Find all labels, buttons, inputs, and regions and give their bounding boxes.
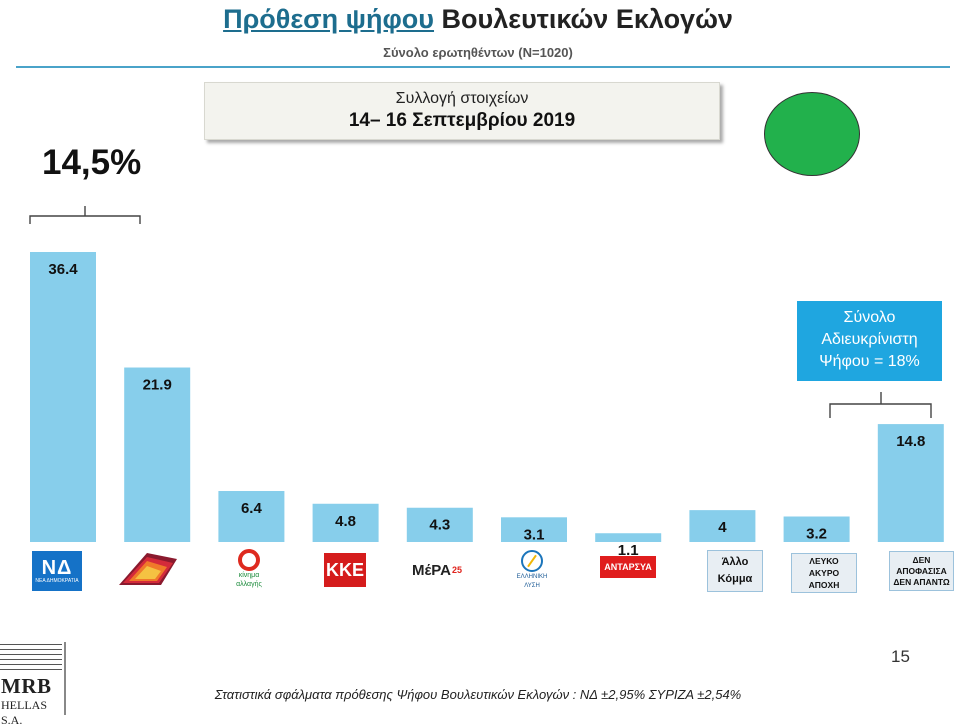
blank-line-1: ΛΕΥΚΟ <box>809 556 839 566</box>
bar-4 <box>312 503 379 542</box>
blank-line-3: ΑΠΟΧΗ <box>808 580 840 590</box>
bar-3 <box>218 491 285 542</box>
collection-label: Συλλογή στοιχείων <box>395 90 529 107</box>
title-highlight: Πρόθεση ψήφου <box>223 4 435 34</box>
compass-icon <box>521 550 543 572</box>
bar-5 <box>406 507 473 542</box>
page-number: 15 <box>891 647 910 666</box>
undecided-line-3: ΔΕΝ ΑΠΑΝΤΩ <box>893 576 950 587</box>
footer-note: Στατιστικά σφάλματα πρόθεσης Ψήφου Βουλε… <box>214 687 742 702</box>
note-line-2: Αδιευκρίνιστη <box>821 331 918 348</box>
elliniki-lysi-logo: ΕΛΛΗΝΙΚΗ ΛΥΣΗ <box>510 547 554 593</box>
undecided-label: ΔΕΝ ΑΠΟΦΑΣΙΣΑ ΔΕΝ ΑΠΑΝΤΩ <box>889 551 954 591</box>
bar-label-7: 1.1 <box>618 542 639 559</box>
bar-label-5: 4.3 <box>429 517 450 534</box>
blank-invalid-label: ΛΕΥΚΟ ΑΚΥΡΟ ΑΠΟΧΗ <box>791 553 857 593</box>
page-subtitle: Σύνολο ερωτηθέντων (Ν=1020) <box>383 45 573 60</box>
bar-label-8: 4 <box>718 519 727 536</box>
other-line-1: Άλλο <box>721 556 749 568</box>
bar-label-1: 36.4 <box>48 261 78 278</box>
rose-icon <box>238 549 260 571</box>
other-line-2: Κόμμα <box>717 573 753 585</box>
collection-box: Συλλογή στοιχείων 14– 16 Σεπτεμβρίου 201… <box>204 82 720 140</box>
mera-text: ΜέΡΑ <box>411 561 451 579</box>
nd-mark: ΝΔ <box>41 557 73 579</box>
other-party-label: Άλλο Κόμμα <box>707 550 763 592</box>
bar-6 <box>501 517 567 542</box>
bar-label-9: 3.2 <box>806 526 827 543</box>
bar-label-4: 4.8 <box>335 513 356 530</box>
mrb-name: MRB <box>1 674 52 698</box>
undecided-line-2: ΑΠΟΦΑΣΙΣΑ <box>896 565 947 576</box>
title-rest: Βουλευτικών Εκλογών <box>441 4 733 34</box>
kke-logo: ΚΚΕ <box>324 553 366 587</box>
mera-number: 25 <box>451 565 462 575</box>
mrb-divider <box>64 642 66 715</box>
undecided-line-1: ΔΕΝ <box>912 554 931 565</box>
bar-label-10: 14.8 <box>896 433 925 450</box>
bar-9 <box>783 516 850 542</box>
mera25-logo: ΜέΡΑ 25 <box>406 553 468 587</box>
mrb-lines <box>0 640 62 672</box>
mrb-sub: HELLAS S.A. <box>1 698 47 727</box>
note-line-3: Ψήφου = 18% <box>819 353 920 370</box>
kinal-text-2: αλλαγής <box>236 581 262 588</box>
bar-10 <box>877 424 944 542</box>
status-dot <box>764 92 860 176</box>
kinal-logo: κίνημα αλλαγής <box>228 547 270 591</box>
syriza-icon <box>119 553 177 585</box>
page-title: Πρόθεση ψήφου Βουλευτικών Εκλογών <box>0 4 956 35</box>
bar-label-2: 21.9 <box>143 377 172 394</box>
elliniki-text-1: ΕΛΛΗΝΙΚΗ <box>516 574 548 580</box>
syriza-logo <box>117 551 179 587</box>
header-divider <box>16 66 950 68</box>
bar-1 <box>30 252 96 542</box>
undecided-bracket <box>829 392 932 418</box>
bar-2 <box>124 367 191 542</box>
lead-annotation: 14,5% <box>42 143 142 182</box>
bar-label-6: 3.1 <box>524 526 545 543</box>
antarsya-logo: ΑΝΤΑΡΣΥΑ <box>600 556 656 578</box>
bar-7 <box>595 533 662 542</box>
bar-label-3: 6.4 <box>241 500 263 517</box>
nd-text: ΝΕΑ ΔΗΜΟΚΡΑΤΙΑ <box>35 578 79 584</box>
nd-logo: ΝΔ ΝΕΑ ΔΗΜΟΚΡΑΤΙΑ <box>32 551 82 591</box>
elliniki-text-2: ΛΥΣΗ <box>524 583 540 589</box>
bar-chart: 36.4 21.9 6.4 4.8 4.3 3.1 1.1 4 3.2 14.8 <box>29 206 944 559</box>
kinal-text-1: κίνημα <box>238 572 260 579</box>
note-line-1: Σύνολο <box>843 309 896 326</box>
bar-8 <box>689 510 756 542</box>
bar-group: 36.4 21.9 6.4 4.8 4.3 3.1 1.1 4 3.2 14.8 <box>30 252 944 559</box>
undecided-note: Σύνολο Αδιευκρίνιστη Ψήφου = 18% <box>797 301 942 381</box>
blank-line-2: ΑΚΥΡΟ <box>808 568 840 578</box>
lead-bracket <box>29 206 141 224</box>
collection-dates: 14– 16 Σεπτεμβρίου 2019 <box>348 110 576 131</box>
mrb-logo: MRB HELLAS S.A. <box>0 640 66 727</box>
